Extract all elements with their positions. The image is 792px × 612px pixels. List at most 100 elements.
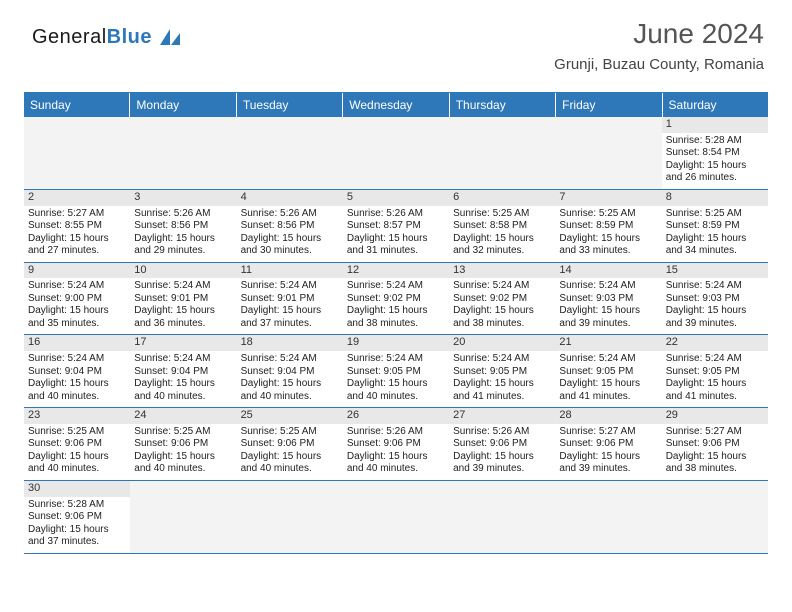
weeks-container: 1Sunrise: 5:28 AMSunset: 8:54 PMDaylight… <box>24 117 768 554</box>
sunset-line: Sunset: 9:01 PM <box>241 293 339 306</box>
sunrise-line: Sunrise: 5:25 AM <box>666 208 764 221</box>
sunset-line: Sunset: 9:00 PM <box>28 293 126 306</box>
day-cell: 9Sunrise: 5:24 AMSunset: 9:00 PMDaylight… <box>24 263 130 335</box>
sunrise-line: Sunrise: 5:24 AM <box>241 353 339 366</box>
day-cell: 22Sunrise: 5:24 AMSunset: 9:05 PMDayligh… <box>662 335 768 407</box>
sunrise-line: Sunrise: 5:24 AM <box>453 353 551 366</box>
sunrise-line: Sunrise: 5:25 AM <box>559 208 657 221</box>
daylight-line: Daylight: 15 hours and 39 minutes. <box>559 451 657 476</box>
sunrise-line: Sunrise: 5:25 AM <box>28 426 126 439</box>
daylight-line: Daylight: 15 hours and 30 minutes. <box>241 233 339 258</box>
sunset-line: Sunset: 9:06 PM <box>28 438 126 451</box>
empty-cell <box>555 481 661 553</box>
day-cell: 19Sunrise: 5:24 AMSunset: 9:05 PMDayligh… <box>343 335 449 407</box>
sunrise-line: Sunrise: 5:27 AM <box>559 426 657 439</box>
sunrise-line: Sunrise: 5:27 AM <box>666 426 764 439</box>
empty-cell <box>237 117 343 189</box>
day-number: 5 <box>343 190 449 206</box>
day-cell: 14Sunrise: 5:24 AMSunset: 9:03 PMDayligh… <box>555 263 661 335</box>
daylight-line: Daylight: 15 hours and 39 minutes. <box>666 305 764 330</box>
empty-cell <box>343 481 449 553</box>
sunrise-line: Sunrise: 5:26 AM <box>347 426 445 439</box>
day-number: 26 <box>343 408 449 424</box>
daylight-line: Daylight: 15 hours and 38 minutes. <box>453 305 551 330</box>
empty-cell <box>237 481 343 553</box>
day-number: 11 <box>237 263 343 279</box>
month-title: June 2024 <box>554 18 764 50</box>
day-cell: 18Sunrise: 5:24 AMSunset: 9:04 PMDayligh… <box>237 335 343 407</box>
day-cell: 23Sunrise: 5:25 AMSunset: 9:06 PMDayligh… <box>24 408 130 480</box>
empty-cell <box>343 117 449 189</box>
day-number: 22 <box>662 335 768 351</box>
dow-sunday: Sunday <box>24 93 130 117</box>
day-number: 6 <box>449 190 555 206</box>
sunset-line: Sunset: 8:58 PM <box>453 220 551 233</box>
daylight-line: Daylight: 15 hours and 29 minutes. <box>134 233 232 258</box>
daylight-line: Daylight: 15 hours and 36 minutes. <box>134 305 232 330</box>
daylight-line: Daylight: 15 hours and 41 minutes. <box>453 378 551 403</box>
day-number: 25 <box>237 408 343 424</box>
sunrise-line: Sunrise: 5:24 AM <box>28 280 126 293</box>
sunrise-line: Sunrise: 5:25 AM <box>241 426 339 439</box>
day-cell: 26Sunrise: 5:26 AMSunset: 9:06 PMDayligh… <box>343 408 449 480</box>
day-cell: 16Sunrise: 5:24 AMSunset: 9:04 PMDayligh… <box>24 335 130 407</box>
day-number: 18 <box>237 335 343 351</box>
sunset-line: Sunset: 8:59 PM <box>666 220 764 233</box>
day-number: 15 <box>662 263 768 279</box>
sunrise-line: Sunrise: 5:24 AM <box>28 353 126 366</box>
day-cell: 13Sunrise: 5:24 AMSunset: 9:02 PMDayligh… <box>449 263 555 335</box>
day-number: 12 <box>343 263 449 279</box>
sunset-line: Sunset: 9:06 PM <box>666 438 764 451</box>
day-cell: 4Sunrise: 5:26 AMSunset: 8:56 PMDaylight… <box>237 190 343 262</box>
sunrise-line: Sunrise: 5:24 AM <box>241 280 339 293</box>
day-number: 8 <box>662 190 768 206</box>
dow-friday: Friday <box>556 93 662 117</box>
sunset-line: Sunset: 9:06 PM <box>134 438 232 451</box>
daylight-line: Daylight: 15 hours and 31 minutes. <box>347 233 445 258</box>
day-cell: 5Sunrise: 5:26 AMSunset: 8:57 PMDaylight… <box>343 190 449 262</box>
daylight-line: Daylight: 15 hours and 37 minutes. <box>241 305 339 330</box>
daylight-line: Daylight: 15 hours and 39 minutes. <box>453 451 551 476</box>
sunrise-line: Sunrise: 5:26 AM <box>453 426 551 439</box>
sunset-line: Sunset: 9:01 PM <box>134 293 232 306</box>
dow-tuesday: Tuesday <box>237 93 343 117</box>
empty-cell <box>555 117 661 189</box>
sunrise-line: Sunrise: 5:24 AM <box>134 353 232 366</box>
location-label: Grunji, Buzau County, Romania <box>554 56 764 73</box>
daylight-line: Daylight: 15 hours and 40 minutes. <box>134 451 232 476</box>
sunset-line: Sunset: 9:05 PM <box>453 366 551 379</box>
day-cell: 3 Sunrise: 5:26 AMSunset: 8:56 PMDaylight… <box>130 190 236 262</box>
day-number: 7 <box>555 190 661 206</box>
sunrise-line: Sunrise: 5:26 AM <box>134 208 232 221</box>
daylight-line: Daylight: 15 hours and 39 minutes. <box>559 305 657 330</box>
day-cell: 15Sunrise: 5:24 AMSunset: 9:03 PMDayligh… <box>662 263 768 335</box>
day-number: 17 <box>130 335 236 351</box>
day-cell: 28Sunrise: 5:27 AMSunset: 9:06 PMDayligh… <box>555 408 661 480</box>
day-cell: 17Sunrise: 5:24 AMSunset: 9:04 PMDayligh… <box>130 335 236 407</box>
week-row: 9Sunrise: 5:24 AMSunset: 9:00 PMDaylight… <box>24 263 768 336</box>
dow-monday: Monday <box>130 93 236 117</box>
sunset-line: Sunset: 9:02 PM <box>453 293 551 306</box>
day-cell: 24Sunrise: 5:25 AMSunset: 9:06 PMDayligh… <box>130 408 236 480</box>
sunrise-line: Sunrise: 5:27 AM <box>28 208 126 221</box>
week-row: 30Sunrise: 5:28 AMSunset: 9:06 PMDayligh… <box>24 481 768 554</box>
sunrise-line: Sunrise: 5:24 AM <box>666 353 764 366</box>
day-number: 14 <box>555 263 661 279</box>
day-number: 13 <box>449 263 555 279</box>
brand-sail-icon <box>160 29 180 45</box>
sunset-line: Sunset: 9:03 PM <box>559 293 657 306</box>
daylight-line: Daylight: 15 hours and 38 minutes. <box>347 305 445 330</box>
day-number: 3 <box>130 190 236 206</box>
sunset-line: Sunset: 8:56 PM <box>134 220 232 233</box>
daylight-line: Daylight: 15 hours and 35 minutes. <box>28 305 126 330</box>
sunset-line: Sunset: 9:04 PM <box>134 366 232 379</box>
day-number: 20 <box>449 335 555 351</box>
sunrise-line: Sunrise: 5:25 AM <box>453 208 551 221</box>
day-cell: 8Sunrise: 5:25 AMSunset: 8:59 PMDaylight… <box>662 190 768 262</box>
sunset-line: Sunset: 8:55 PM <box>28 220 126 233</box>
day-cell: 27Sunrise: 5:26 AMSunset: 9:06 PMDayligh… <box>449 408 555 480</box>
day-number: 19 <box>343 335 449 351</box>
sunset-line: Sunset: 9:06 PM <box>28 511 126 524</box>
sunset-line: Sunset: 9:02 PM <box>347 293 445 306</box>
week-row: 2Sunrise: 5:27 AMSunset: 8:55 PMDaylight… <box>24 190 768 263</box>
